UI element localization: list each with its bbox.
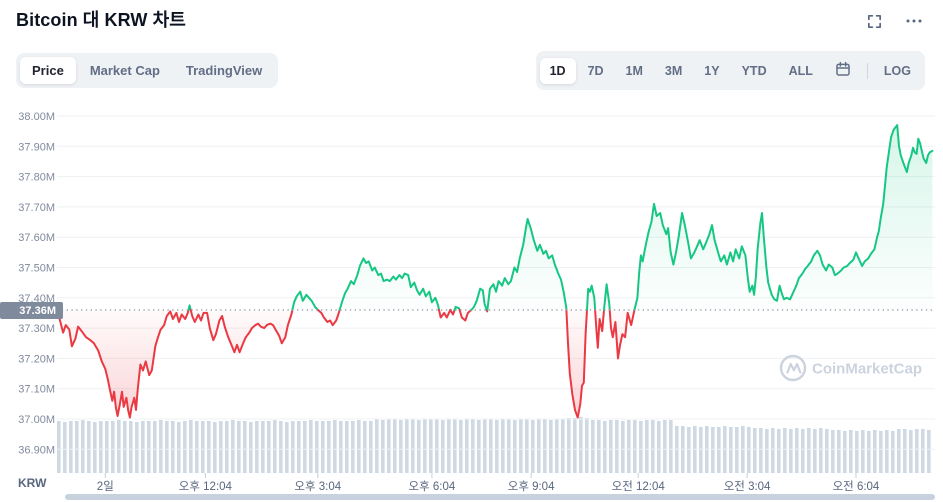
x-tick-label: 오전 3:04 xyxy=(724,480,771,493)
tab-price[interactable]: Price xyxy=(20,57,76,84)
log-scale-toggle[interactable]: LOG xyxy=(874,58,921,84)
divider xyxy=(866,62,868,79)
x-axis: 2일 오후 12:04 오후 3:04 오후 6:04 오후 9:04 오전 12:04 오… xyxy=(97,473,880,493)
y-tick-label: 37.40M xyxy=(18,293,55,305)
y-tick-label: 36.90M xyxy=(18,444,55,456)
chart-scrollbar[interactable] xyxy=(65,494,935,500)
current-price-badge: 37.36M xyxy=(0,302,63,319)
y-tick-label: 38.00M xyxy=(18,111,55,123)
chart-type-tabs: Price Market Cap TradingView xyxy=(16,53,279,88)
x-tick-label: 오후 3:04 xyxy=(294,480,341,493)
header-icons xyxy=(864,10,925,35)
y-tick-label: 37.70M xyxy=(18,202,55,214)
y-tick-label: 37.90M xyxy=(18,141,55,153)
tab-tradingview[interactable]: TradingView xyxy=(174,57,274,84)
range-ytd[interactable]: YTD xyxy=(732,58,777,84)
price-line xyxy=(56,124,934,419)
page-title: Bitcoin 대 KRW 차트 xyxy=(16,10,186,30)
x-tick-label: 오전 6:04 xyxy=(833,480,880,493)
fullscreen-expand-icon xyxy=(866,13,883,33)
x-tick-label: 오전 12:04 xyxy=(612,480,666,493)
range-1y[interactable]: 1Y xyxy=(694,58,729,84)
volume-bars xyxy=(57,417,931,473)
calendar-icon xyxy=(835,61,851,80)
x-tick-label: 2일 xyxy=(97,479,114,493)
coinmarketcap-watermark: CoinMarketCap xyxy=(779,354,922,382)
x-tick-label: 오후 6:04 xyxy=(409,480,456,493)
y-tick-label: 37.80M xyxy=(18,172,55,184)
tab-market-cap[interactable]: Market Cap xyxy=(78,57,172,84)
y-tick-label: 37.50M xyxy=(18,263,55,275)
y-axis: 38.00M 37.90M 37.80M 37.70M 37.60M 37.50M 37.4… xyxy=(18,111,935,456)
y-tick-label: 37.00M xyxy=(18,414,55,426)
fullscreen-button[interactable] xyxy=(864,11,885,35)
more-options-button[interactable] xyxy=(903,10,925,35)
svg-text:CoinMarketCap: CoinMarketCap xyxy=(812,361,922,378)
time-range-selector: 1D 7D 1M 3M 1Y YTD ALL LOG xyxy=(535,51,925,90)
axis-unit-label: KRW xyxy=(18,476,47,490)
y-tick-label: 37.20M xyxy=(18,353,55,365)
price-chart[interactable]: 38.00M 37.90M 37.80M 37.70M 37.60M 37.50M 37.4… xyxy=(0,100,943,502)
range-1m[interactable]: 1M xyxy=(616,58,653,84)
header: Bitcoin 대 KRW 차트 xyxy=(0,0,943,44)
range-3m[interactable]: 3M xyxy=(655,58,692,84)
toolbar: Price Market Cap TradingView 1D 7D 1M 3M… xyxy=(16,51,925,90)
chart-canvas[interactable]: 38.00M 37.90M 37.80M 37.70M 37.60M 37.50M 37.4… xyxy=(0,100,943,502)
x-tick-label: 오후 9:04 xyxy=(508,480,555,493)
y-tick-label: 37.10M xyxy=(18,384,55,396)
date-range-button[interactable] xyxy=(825,55,861,86)
y-tick-label: 37.60M xyxy=(18,232,55,244)
range-7d[interactable]: 7D xyxy=(578,58,614,84)
range-all[interactable]: ALL xyxy=(779,58,823,84)
price-area-fills xyxy=(57,125,933,418)
ellipsis-icon xyxy=(905,12,923,33)
range-1d[interactable]: 1D xyxy=(539,57,576,84)
y-tick-label: 37.30M xyxy=(18,323,55,335)
x-tick-label: 오후 12:04 xyxy=(179,480,233,493)
